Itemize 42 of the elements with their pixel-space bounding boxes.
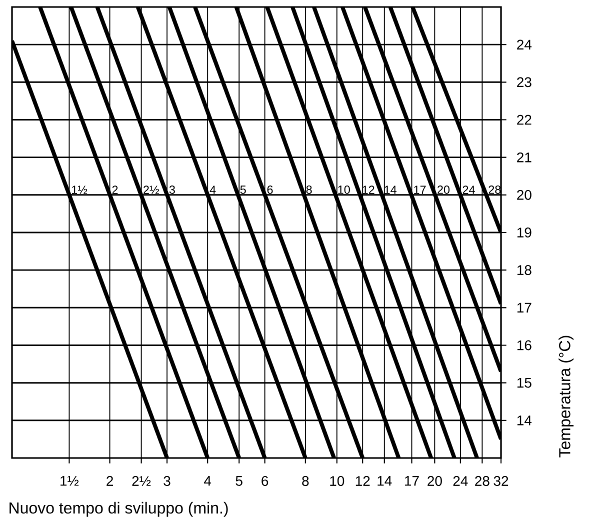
series-label: 5: [240, 186, 246, 194]
series-label: 10: [338, 186, 350, 194]
x-tick-label: 1½: [60, 476, 79, 486]
x-tick-label: 12: [356, 476, 370, 486]
y-axis-title: Temperatura (°C): [558, 336, 574, 458]
x-tick-label: 20: [428, 476, 442, 486]
x-tick-label: 3: [164, 476, 170, 486]
y-tick-label: 15: [517, 378, 532, 388]
series-label: 17: [414, 186, 426, 194]
x-tick-label: 17: [405, 476, 419, 486]
series-label: 2: [112, 186, 118, 194]
series-label: 4: [210, 186, 216, 194]
series-label: 2½: [144, 186, 159, 194]
x-axis-title: Nuovo tempo di sviluppo (min.): [10, 502, 228, 517]
x-tick-label: 24: [453, 476, 468, 486]
y-tick-label: 24: [517, 40, 532, 50]
x-tick-label: 10: [330, 476, 344, 486]
y-tick-label: 16: [517, 340, 532, 350]
series-label: 12: [362, 186, 374, 194]
x-tick-label: 28: [475, 476, 490, 486]
series-label: 20: [438, 186, 450, 194]
y-tick-label: 14: [517, 416, 532, 426]
x-tick-label: 2½: [132, 476, 151, 486]
y-tick-label: 17: [517, 302, 532, 312]
series-label: 6: [267, 186, 273, 194]
x-tick-label: 6: [262, 476, 268, 486]
x-tick-label: 8: [302, 476, 309, 486]
x-tick-label: 14: [378, 476, 392, 486]
x-tick-label: 2: [106, 476, 113, 486]
series-label: 1½: [72, 186, 88, 194]
x-tick-label: 5: [236, 476, 242, 486]
y-tick-label: 20: [517, 190, 532, 200]
y-tick-label: 19: [517, 228, 532, 238]
y-tick-label: 22: [517, 114, 532, 125]
y-tick-label: 21: [517, 152, 532, 162]
y-tick-label: 23: [517, 77, 532, 88]
x-tick-label: 32: [494, 476, 508, 486]
series-label: 3: [169, 186, 175, 194]
x-tick-label: 4: [204, 476, 212, 486]
series-label: 8: [306, 186, 312, 194]
y-tick-label: 18: [517, 265, 532, 276]
series-label: 24: [462, 186, 475, 194]
